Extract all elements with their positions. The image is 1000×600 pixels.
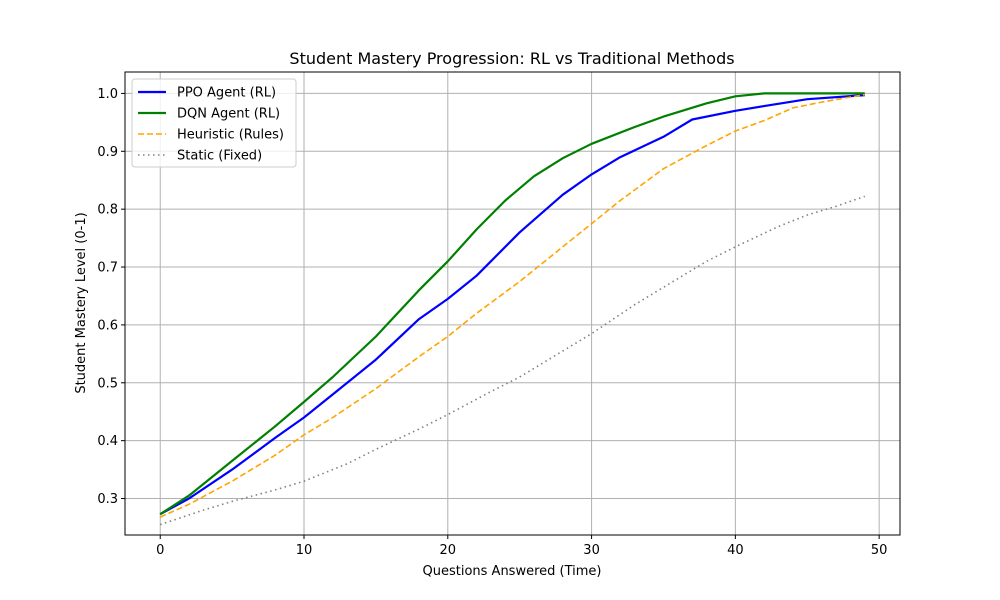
x-axis-label: Questions Answered (Time) [423, 564, 602, 579]
x-tick-label: 40 [727, 543, 744, 558]
series-line-1 [159, 92, 865, 516]
y-axis-label: Student Mastery Level (0-1) [74, 212, 89, 393]
y-tick-label: 0.8 [97, 203, 118, 218]
series-line-3 [159, 195, 866, 526]
series-line-2 [159, 93, 865, 518]
x-tick-label: 50 [871, 543, 888, 558]
legend-label: Heuristic (Rules) [177, 128, 284, 143]
y-tick-label: 0.9 [97, 145, 118, 160]
y-tick-label: 1.0 [97, 87, 118, 102]
chart-title: Student Mastery Progression: RL vs Tradi… [289, 49, 734, 68]
y-tick-label: 0.6 [97, 318, 118, 333]
plot-frame [124, 71, 901, 536]
legend-label: Static (Fixed) [177, 149, 262, 164]
x-tick-label: 10 [296, 543, 313, 558]
series-line-0 [159, 94, 865, 516]
x-tick-label: 30 [583, 543, 600, 558]
x-tick-label: 20 [440, 543, 457, 558]
legend-box [131, 78, 297, 168]
legend-label: DQN Agent (RL) [177, 107, 280, 122]
y-tick-label: 0.3 [97, 492, 118, 507]
legend-label: PPO Agent (RL) [177, 86, 276, 101]
legend: PPO Agent (RL) DQN Agent (RL) Heuristic (R… [131, 78, 297, 168]
y-tick-label: 0.5 [97, 376, 118, 391]
x-tick-label: 0 [156, 543, 164, 558]
y-tick-label: 0.4 [97, 434, 118, 449]
y-tick-label: 0.7 [97, 261, 118, 276]
